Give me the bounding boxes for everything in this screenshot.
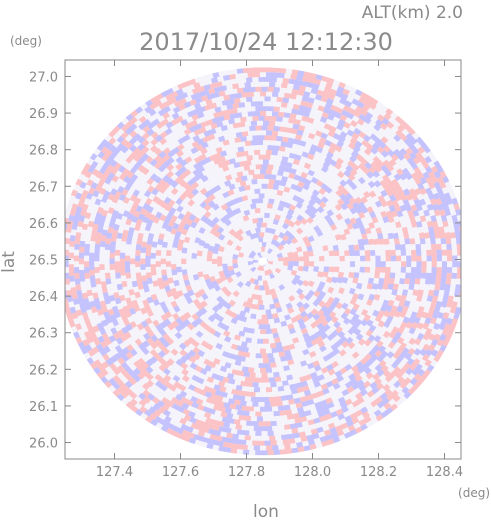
y-tick-label: 26.4 <box>29 290 58 305</box>
x-tick-label: 128.4 <box>426 465 463 480</box>
reflectivity-field <box>65 67 461 456</box>
y-tick-label: 27.0 <box>29 70 58 85</box>
y-tick-label: 26.6 <box>29 217 58 232</box>
y-tick-label: 26.3 <box>29 327 58 342</box>
altitude-label: ALT(km) 2.0 <box>362 3 463 23</box>
x-unit-label: (deg) <box>458 486 490 500</box>
x-tick-label: 127.4 <box>96 465 133 480</box>
y-unit-label: (deg) <box>10 34 42 48</box>
plot-frame <box>64 59 462 460</box>
radar-center <box>259 257 267 266</box>
x-tick-label: 127.8 <box>228 465 265 480</box>
positive-echo-cells <box>65 67 461 456</box>
y-tick-label: 26.5 <box>29 254 58 269</box>
y-tick-label: 26.9 <box>29 107 58 122</box>
x-axis-label: lon <box>253 502 279 521</box>
y-tick-label: 26.2 <box>29 363 58 378</box>
y-tick-label: 26.8 <box>29 144 58 159</box>
y-axis-label: lat <box>0 251 19 273</box>
x-tick-label: 128.2 <box>360 465 397 480</box>
y-tick-label: 26.0 <box>29 437 58 452</box>
axis-ticks: 127.4 127.6 127.8 128.0 128.2 128.4 26.0 26.1 26… <box>29 60 463 480</box>
y-tick-label: 26.7 <box>29 180 58 195</box>
x-tick-label: 127.6 <box>162 465 199 480</box>
y-tick-label: 26.1 <box>29 400 58 415</box>
chart-timestamp: 2017/10/24 12:12:30 <box>139 28 393 56</box>
x-tick-label: 128.0 <box>294 465 331 480</box>
